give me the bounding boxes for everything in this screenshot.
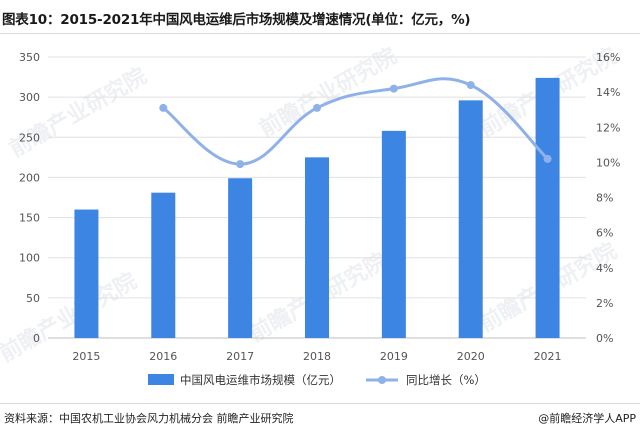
growth-point [313, 103, 321, 112]
y-left-tick-label: 50 [26, 292, 40, 305]
legend-line-label: 同比增长（%） [406, 373, 486, 387]
bar [228, 178, 253, 338]
y-right-tick-label: 14% [596, 86, 620, 99]
title-divider [0, 33, 640, 34]
y-left-tick-label: 350 [19, 51, 40, 64]
y-left-tick-label: 250 [19, 131, 40, 144]
y-left-tick-label: 200 [19, 171, 40, 184]
x-tick-label: 2015 [72, 350, 100, 363]
x-tick-label: 2017 [226, 350, 254, 363]
bar [458, 100, 483, 339]
y-left-tick-label: 150 [19, 212, 40, 225]
chart-title: 图表10：2015-2021年中国风电运维后市场规模及增速情况(单位：亿元，%) [2, 12, 471, 28]
x-tick-label: 2019 [380, 350, 408, 363]
y-right-tick-label: 4% [596, 262, 613, 275]
bar [151, 192, 176, 338]
growth-line [162, 77, 549, 166]
y-right-tick-label: 12% [596, 121, 620, 134]
bar [535, 77, 560, 339]
legend-line-marker [378, 376, 386, 384]
growth-point [466, 81, 475, 90]
bar [381, 130, 406, 338]
x-tick-label: 2016 [149, 350, 177, 363]
y-right-tick-label: 0% [596, 332, 613, 345]
x-tick-label: 2018 [303, 350, 331, 363]
growth-point [236, 160, 245, 169]
source-note: 资料来源：中国农机工业协会风力机械分会 前瞻产业研究院 [4, 412, 294, 425]
y-left-tick-label: 300 [19, 91, 40, 104]
y-right-tick-label: 16% [596, 51, 620, 64]
y-right-tick-label: 10% [596, 156, 620, 169]
y-left-tick-label: 0 [33, 332, 40, 345]
y-left-tick-label: 100 [19, 252, 40, 265]
x-tick-label: 2021 [534, 350, 562, 363]
source-divider [0, 403, 640, 404]
bar [305, 157, 329, 338]
chart-area: 0 50 100 150 200 250 300 350 0% 2% 4% 6% 8% 10% 12% 14%… [19, 51, 620, 387]
x-tick-label: 2020 [457, 350, 485, 363]
brand-label: @前瞻经济学人APP [538, 412, 636, 425]
legend-bar-swatch [148, 374, 174, 385]
y-right-tick-label: 2% [596, 297, 613, 310]
bar [74, 209, 99, 338]
legend-bar-label: 中国风电运维市场规模（亿元） [180, 373, 341, 387]
y-right-tick-label: 6% [596, 227, 613, 240]
growth-point [389, 84, 398, 93]
y-right-tick-label: 8% [596, 192, 613, 205]
growth-point [543, 154, 552, 163]
growth-point [159, 103, 168, 112]
